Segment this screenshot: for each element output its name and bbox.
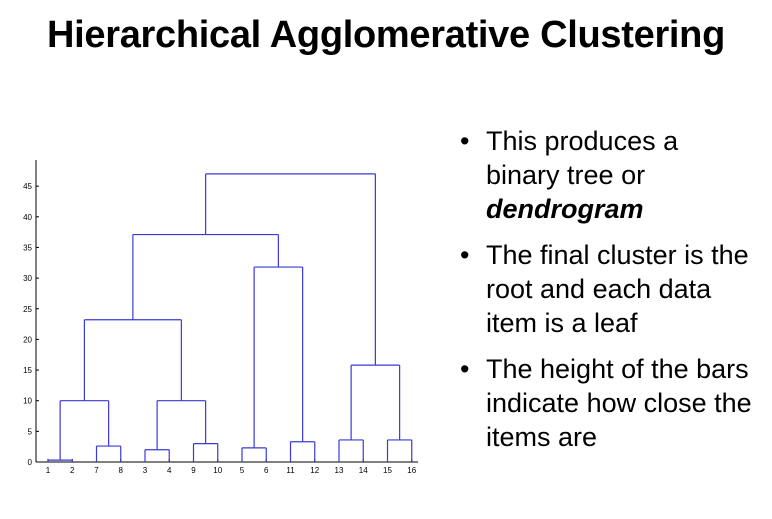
x-tick-label: 16	[407, 466, 416, 475]
x-tick-label: 14	[359, 466, 368, 475]
y-tick-label: 5	[28, 427, 33, 436]
x-tick-label: 9	[191, 466, 196, 475]
y-tick-label: 35	[23, 243, 32, 252]
y-tick-label: 30	[23, 274, 32, 283]
x-tick-label: 11	[286, 466, 295, 475]
bullet-item-bar-height: The height of the bars indicate how clos…	[458, 352, 758, 454]
x-tick-label: 6	[264, 466, 269, 475]
y-tick-label: 0	[28, 458, 33, 467]
x-tick-label: 7	[94, 466, 99, 475]
x-tick-label: 13	[335, 466, 344, 475]
bullet-list: This produces a binary tree or dendrogra…	[458, 124, 758, 466]
y-tick-label: 20	[23, 335, 32, 344]
x-tick-label: 8	[119, 466, 124, 475]
x-tick-label: 1	[46, 466, 51, 475]
bullet-text: This produces a binary tree or	[486, 126, 679, 190]
bullet-text: The height of the bars indicate how clos…	[486, 354, 752, 452]
x-tick-label: 2	[70, 466, 75, 475]
x-tick-label: 10	[213, 466, 222, 475]
bullet-emphasis: dendrogram	[486, 194, 644, 224]
bullet-item-binary-tree: This produces a binary tree or dendrogra…	[458, 124, 758, 226]
y-tick-label: 25	[23, 305, 32, 314]
dendrogram-links	[47, 173, 413, 462]
y-tick-label: 15	[23, 366, 32, 375]
y-tick-label: 10	[23, 397, 32, 406]
x-tick-label: 3	[143, 466, 148, 475]
bullet-item-root-leaf: The final cluster is the root and each d…	[458, 238, 758, 340]
y-tick-label: 40	[23, 213, 32, 222]
x-tick-label: 12	[310, 466, 319, 475]
bullet-text: The final cluster is the root and each d…	[486, 240, 749, 338]
x-tick-label: 4	[167, 466, 172, 475]
x-tick-label: 5	[240, 466, 245, 475]
x-tick-label: 15	[383, 466, 392, 475]
slide-title: Hierarchical Agglomerative Clustering	[46, 14, 726, 56]
y-tick-label: 45	[23, 182, 32, 191]
